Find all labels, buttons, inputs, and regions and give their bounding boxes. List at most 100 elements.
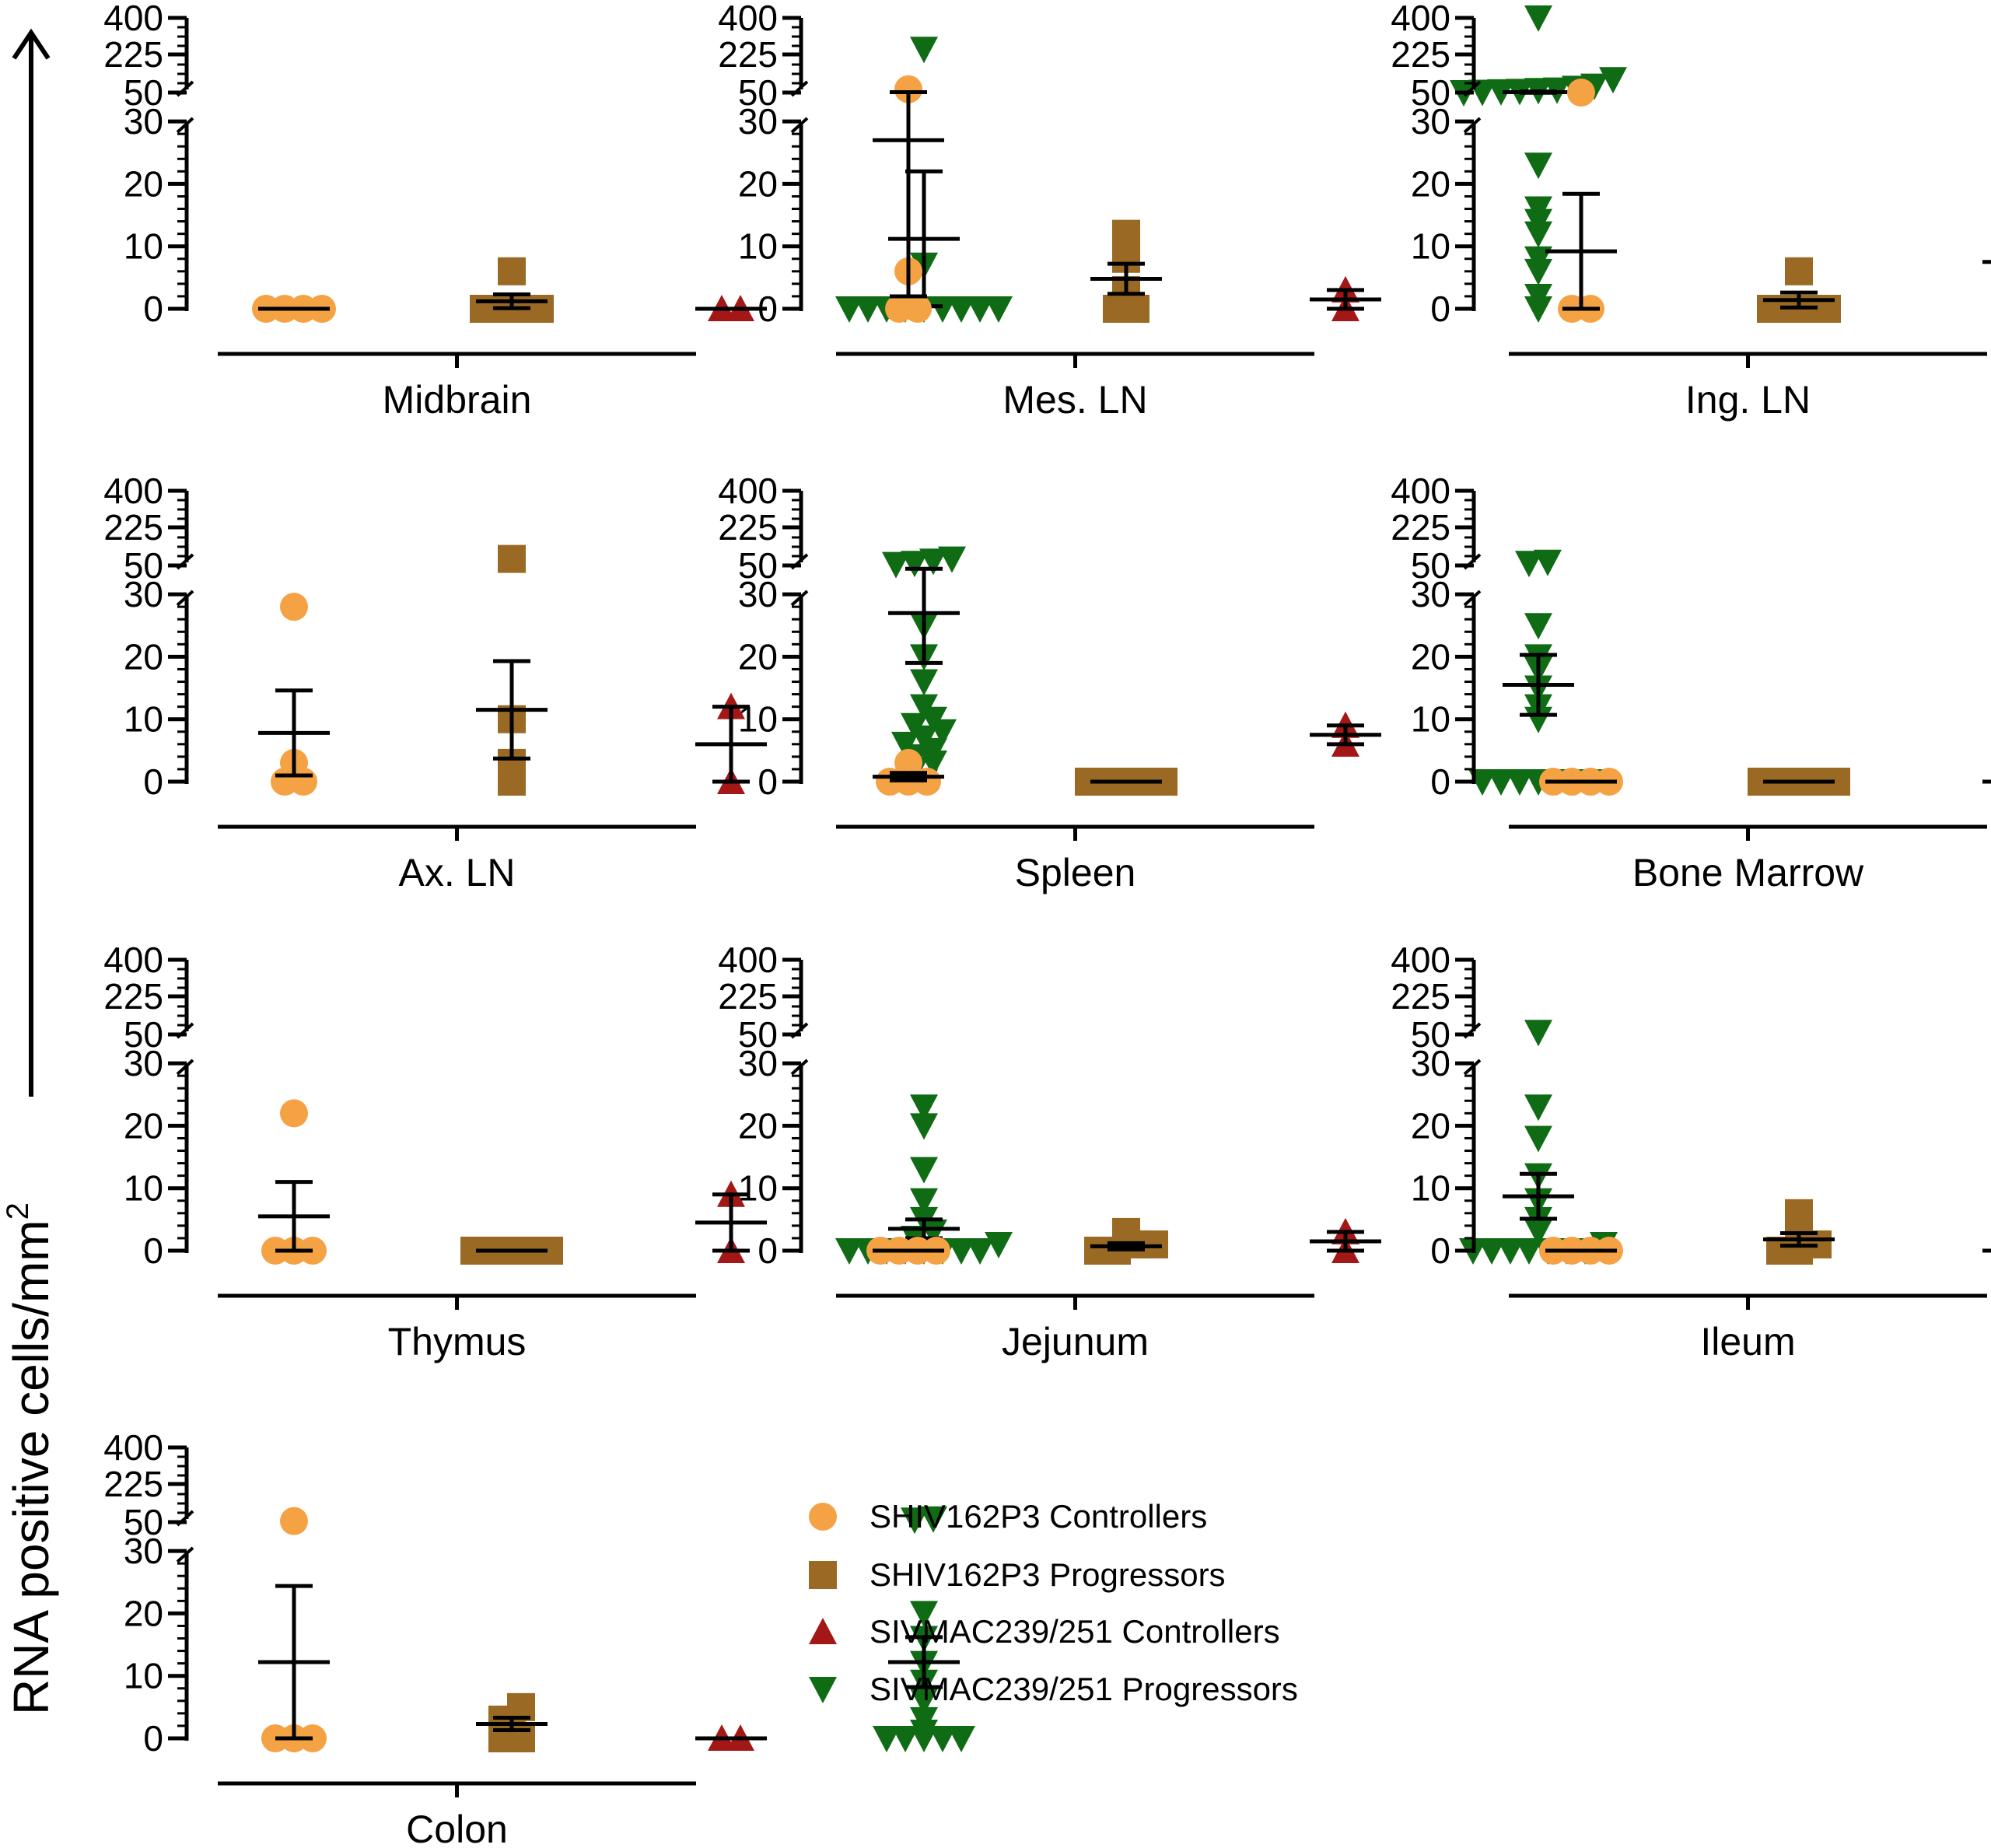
data-point (901, 712, 929, 740)
y-tick-label: 50 (124, 72, 163, 113)
panel-title: Ileum (1700, 1320, 1795, 1363)
group-1 (476, 1692, 548, 1752)
axis-break-mark (176, 1059, 194, 1076)
data-point (947, 1726, 975, 1752)
y-tick-label: 225 (103, 507, 163, 548)
y-tick-label: 10 (1411, 226, 1450, 267)
group-2 (1982, 779, 1991, 784)
data-point (1524, 1125, 1552, 1153)
y-tick-label: 20 (124, 1105, 163, 1146)
y-tick-label: 400 (1391, 0, 1450, 38)
data-point (1487, 769, 1515, 796)
group-0 (258, 1507, 330, 1752)
group-3 (1450, 5, 1627, 323)
legend-marker-triangle-up (809, 1618, 837, 1644)
data-point (910, 1188, 938, 1215)
group-1 (1084, 1217, 1168, 1265)
group-2 (1310, 711, 1381, 757)
group-1 (1763, 1199, 1835, 1265)
data-point (1515, 551, 1543, 578)
data-point (1524, 152, 1552, 180)
y-tick-label: 400 (1391, 940, 1450, 980)
data-point (910, 37, 938, 64)
data-point (966, 1238, 994, 1265)
group-3 (1459, 1020, 1618, 1265)
group-1 (1748, 768, 1850, 796)
legend-item: SHIV162P3 Controllers (809, 1498, 1207, 1535)
data-point (947, 296, 975, 323)
data-point (919, 1506, 947, 1533)
y-tick-label: 400 (718, 940, 778, 980)
group-2 (695, 295, 767, 321)
y-tick-label: 10 (124, 226, 163, 267)
y-tick-label: 0 (143, 1230, 163, 1271)
group-0 (873, 748, 944, 796)
y-tick-label: 10 (1411, 1168, 1450, 1209)
axis-break-mark (1463, 117, 1482, 134)
y-tick-label: 10 (124, 1168, 163, 1209)
data-point (280, 593, 308, 621)
y-tick-label: 400 (103, 1427, 163, 1468)
panel-title: Jejunum (1002, 1320, 1149, 1363)
group-1 (1075, 768, 1177, 796)
data-point (1785, 257, 1813, 285)
group-0 (1539, 1237, 1623, 1265)
y-tick-label: 50 (124, 1014, 163, 1055)
panels: 010203050225400Midbrain010203050225400Me… (103, 0, 1991, 1848)
y-tick-label: 0 (758, 1230, 778, 1271)
data-point (901, 1507, 929, 1535)
data-point (1524, 1020, 1552, 1047)
data-point (938, 546, 966, 573)
axis-break-mark (176, 590, 194, 607)
data-point (1785, 1199, 1813, 1227)
y-tick-label: 30 (1411, 101, 1450, 142)
global-y-label: RNA positive cells/mm2 (1, 1202, 59, 1715)
y-tick-label: 30 (1411, 574, 1450, 614)
group-3 (1468, 549, 1608, 796)
y-tick-label: 10 (124, 1656, 163, 1696)
y-tick-label: 50 (738, 1014, 778, 1055)
y-tick-label: 0 (1430, 761, 1450, 802)
y-tick-label: 20 (1411, 1105, 1450, 1146)
data-point (1524, 196, 1552, 223)
y-tick-label: 400 (103, 0, 163, 38)
y-tick-label: 50 (124, 545, 163, 586)
panel-title: Spleen (1015, 851, 1136, 894)
y-tick-label: 0 (1430, 289, 1450, 329)
panel-title: Thymus (388, 1320, 527, 1363)
y-tick-label: 0 (143, 761, 163, 802)
legend-marker-triangle-down (809, 1677, 837, 1703)
data-point (1524, 283, 1552, 310)
panel-title: Ax. LN (398, 851, 515, 894)
group-0 (252, 295, 336, 323)
legend-marker-circle (809, 1503, 837, 1531)
y-tick-label: 30 (124, 574, 163, 614)
group-2 (1982, 1248, 1991, 1253)
panel-title: Ing. LN (1685, 378, 1811, 422)
data-point (910, 1688, 938, 1715)
y-tick-label: 20 (738, 1105, 778, 1146)
group-0 (1545, 79, 1617, 323)
y-tick-label: 30 (1411, 1043, 1450, 1083)
y-tick-label: 30 (738, 1043, 778, 1083)
group-3 (882, 546, 966, 796)
y-tick-label: 20 (1411, 636, 1450, 677)
data-point (947, 1238, 975, 1265)
data-point (1478, 1238, 1506, 1265)
data-point (901, 551, 929, 578)
axis-break-mark (1463, 1059, 1482, 1076)
y-tick-label: 225 (718, 34, 778, 75)
legend-label: SHIV162P3 Progressors (870, 1556, 1226, 1593)
axis-break-mark (790, 117, 809, 134)
y-tick-label: 20 (124, 636, 163, 677)
y-tick-label: 30 (124, 1531, 163, 1571)
data-point (966, 296, 994, 323)
data-point (910, 669, 938, 696)
group-2 (1310, 1217, 1381, 1263)
